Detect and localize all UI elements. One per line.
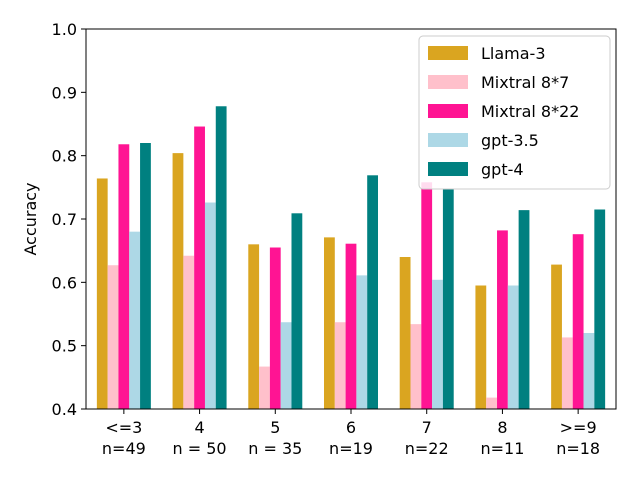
bar-mixtral-8-7-3 [334,322,346,409]
y-axis: 0.4 0.5 0.6 0.7 0.8 0.9 1.0 [52,20,86,419]
bar-gpt-4-1 [215,106,227,410]
legend-swatch [428,162,468,176]
legend: Llama-3 Mixtral 8*7 Mixtral 8*22 gpt-3.5 gpt… [418,35,611,190]
bar-gpt-4-4 [442,188,454,409]
x-tick-sublabel: n=11 [480,439,524,458]
x-tick-sublabel: n=22 [405,439,449,458]
y-axis-label: Accuracy [21,182,40,255]
legend-swatch [428,104,468,118]
bar-mixtral-8-22-2 [269,247,281,409]
y-tick-label: 1.0 [52,20,77,39]
x-tick-sublabel: n=19 [329,439,373,458]
bar-gpt-3-5-4 [432,279,443,409]
x-tick-label: 7 [422,418,432,437]
x-tick-label: >=9 [560,418,597,437]
bar-gpt-3-5-0 [129,231,141,409]
bar-mixtral-8-7-0 [107,265,119,409]
bar-llama-3-2 [248,244,260,409]
bar-llama-3-1 [172,153,184,409]
bar-gpt-4-5 [518,210,530,409]
x-tick-label: 6 [346,418,356,437]
legend-entry: Llama-3 [481,44,546,63]
bar-llama-3-0 [96,178,108,409]
y-tick-label: 0.9 [52,83,77,102]
bars-layer [96,106,606,410]
legend-swatch [428,75,468,89]
bar-mixtral-8-22-5 [497,230,508,409]
x-tick-label: 8 [497,418,507,437]
bar-gpt-4-0 [140,143,151,409]
bar-mixtral-8-22-1 [194,126,205,409]
bar-mixtral-8-7-4 [410,324,422,409]
bar-gpt-3-5-1 [204,202,216,409]
bar-mixtral-8-7-2 [259,366,270,409]
bar-llama-3-6 [551,264,562,409]
bar-llama-3-4 [399,257,411,409]
x-tick-sublabel: n=18 [556,439,600,458]
y-tick-label: 0.6 [52,273,77,292]
bar-gpt-3-5-5 [507,285,519,409]
bar-mixtral-8-22-4 [421,182,433,409]
x-tick-label: 5 [270,418,280,437]
legend-box [418,35,611,190]
x-tick-label: <=3 [105,418,142,437]
bar-gpt-4-2 [291,213,303,409]
y-tick-label: 0.5 [52,337,77,356]
y-tick-label: 0.8 [52,147,77,166]
bar-gpt-3-5-3 [356,275,368,409]
legend-entry: Mixtral 8*7 [481,73,569,92]
bar-mixtral-8-7-6 [561,337,573,409]
bar-llama-3-3 [324,237,335,409]
x-tick-sublabel: n=49 [102,439,146,458]
legend-swatch [428,133,468,147]
bar-mixtral-8-7-1 [183,255,195,409]
bar-mixtral-8-22-6 [572,234,584,409]
legend-entry: gpt-3.5 [481,131,539,150]
x-tick-label: 4 [194,418,204,437]
x-tick-sublabel: n = 50 [173,439,227,458]
bar-gpt-4-3 [367,175,378,409]
bar-mixtral-8-7-5 [486,397,498,409]
legend-entry: Mixtral 8*22 [481,102,579,121]
bar-gpt-3-5-2 [280,322,292,409]
x-axis: <=3 n=49 4 n = 50 5 n = 35 6 n=19 7 n=22 8 n=11 >=9 n… [102,409,600,458]
bar-mixtral-8-22-0 [118,144,130,409]
y-tick-label: 0.7 [52,210,77,229]
legend-swatch [428,46,468,60]
bar-gpt-4-6 [594,209,606,409]
bar-llama-3-5 [475,285,487,409]
y-tick-label: 0.4 [52,400,77,419]
bar-gpt-3-5-6 [583,333,595,409]
x-tick-sublabel: n = 35 [248,439,302,458]
legend-entry: gpt-4 [481,160,524,179]
bar-mixtral-8-22-3 [345,243,357,409]
